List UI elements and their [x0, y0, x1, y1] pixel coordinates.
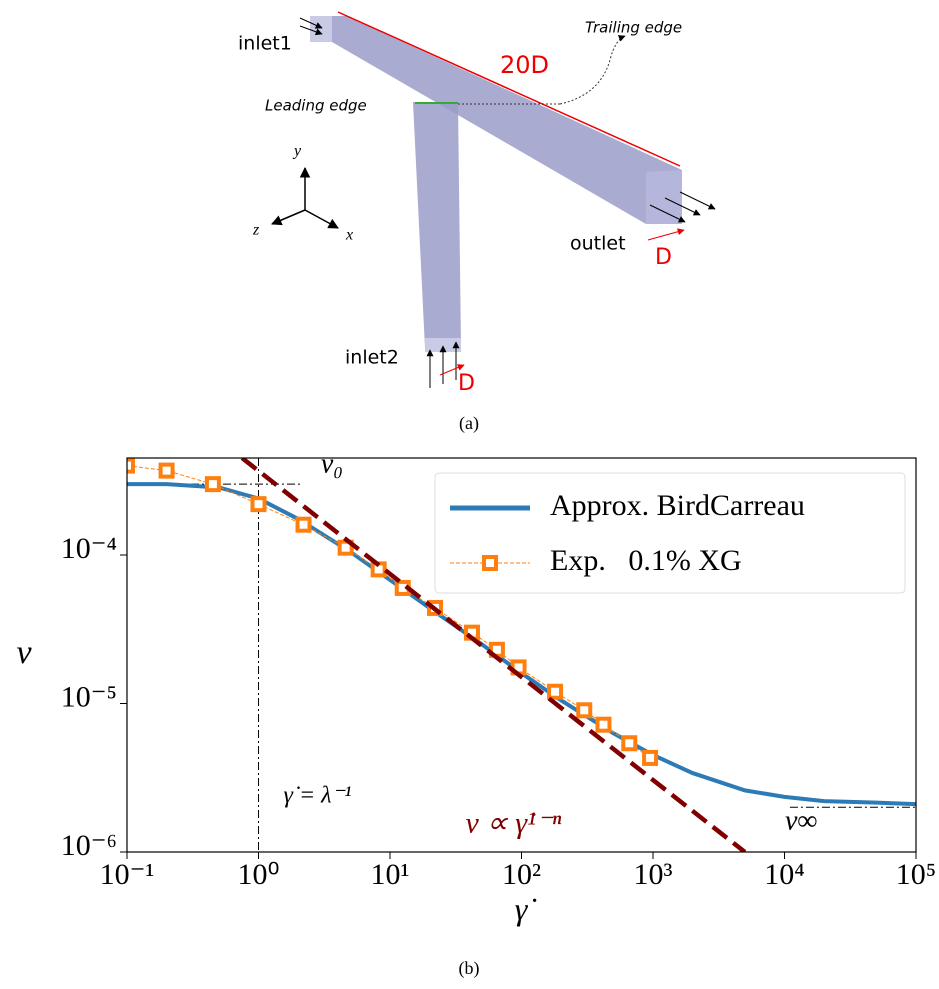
caption: (a) — [459, 413, 479, 434]
inlet1-face — [310, 16, 332, 42]
length-line — [337, 11, 681, 167]
label: 20D — [500, 51, 549, 79]
reference-label: γ̇ = λ⁻¹ — [284, 783, 352, 809]
width-arrow — [439, 364, 465, 376]
x-axis-label: γ̇ — [515, 890, 538, 926]
series-label: ν ∝ γ̇¹⁻ⁿ — [465, 807, 561, 840]
y-axis-label: ν — [16, 634, 32, 671]
label: D — [458, 371, 475, 396]
legend-box — [434, 472, 906, 594]
marker — [295, 516, 312, 533]
arrow — [649, 204, 686, 223]
outlet-face — [646, 170, 682, 224]
label: x — [345, 227, 353, 244]
arrow — [299, 17, 323, 29]
x-tick-label: 10⁵ — [896, 858, 936, 891]
chart: (b) γ̇ ν 10⁻¹ 10⁰ 10¹ 10² 10³ 10⁴ 10⁵ 10⁻⁶ 10⁻⁵ 1… — [16, 449, 936, 980]
series-line — [240, 458, 747, 852]
arrow — [299, 25, 323, 36]
marker — [204, 476, 221, 493]
plot-area — [127, 458, 916, 852]
legend-label: Exp. 0.1% XG — [550, 544, 742, 577]
marker — [158, 462, 175, 479]
label: outlet — [570, 233, 626, 255]
x-tick-label: 10⁻¹ — [100, 858, 155, 891]
legend-marker — [482, 555, 498, 571]
reference-label: ν₀ — [321, 449, 343, 480]
axis-arrow — [304, 209, 339, 229]
diagram: inlet1 inlet2 outlet 20D D D Trailing ed… — [238, 11, 716, 434]
legend-label: Approx. BirdCarreau — [550, 489, 805, 522]
caption: (b) — [459, 958, 480, 979]
y-tick-label: 10⁻⁵ — [61, 680, 117, 713]
x-tick-label: 10³ — [634, 858, 673, 891]
x-tick-label: 10⁰ — [237, 858, 279, 891]
inlet2-face — [425, 338, 461, 352]
reference-label: ν∞ — [785, 806, 817, 837]
label: inlet1 — [238, 33, 292, 55]
marker — [250, 496, 267, 513]
axis-arrow — [271, 209, 306, 226]
marker — [576, 702, 593, 719]
label: D — [655, 245, 672, 270]
arrow — [679, 191, 716, 210]
label: inlet2 — [345, 347, 399, 369]
marker — [595, 716, 612, 733]
marker — [547, 683, 564, 700]
width-arrow — [647, 228, 685, 241]
marker — [642, 749, 659, 766]
label: y — [292, 143, 302, 160]
arrow — [664, 197, 701, 216]
label: Leading edge — [265, 97, 367, 115]
y-tick-label: 10⁻⁴ — [61, 532, 117, 565]
x-tick-label: 10¹ — [371, 858, 410, 891]
pointer — [559, 35, 626, 105]
y-tick-label: 10⁻⁶ — [61, 829, 117, 862]
x-tick-label: 10² — [502, 858, 541, 891]
marker — [127, 458, 135, 474]
legend: Approx. BirdCarreau Exp. 0.1% XG — [434, 472, 906, 594]
label: Trailing edge — [585, 19, 682, 37]
axes-frame — [126, 457, 917, 853]
branch-channel — [413, 102, 461, 348]
main-channel — [332, 16, 682, 224]
x-tick-label: 10⁴ — [764, 858, 804, 891]
marker — [621, 735, 638, 752]
label: z — [252, 222, 260, 239]
